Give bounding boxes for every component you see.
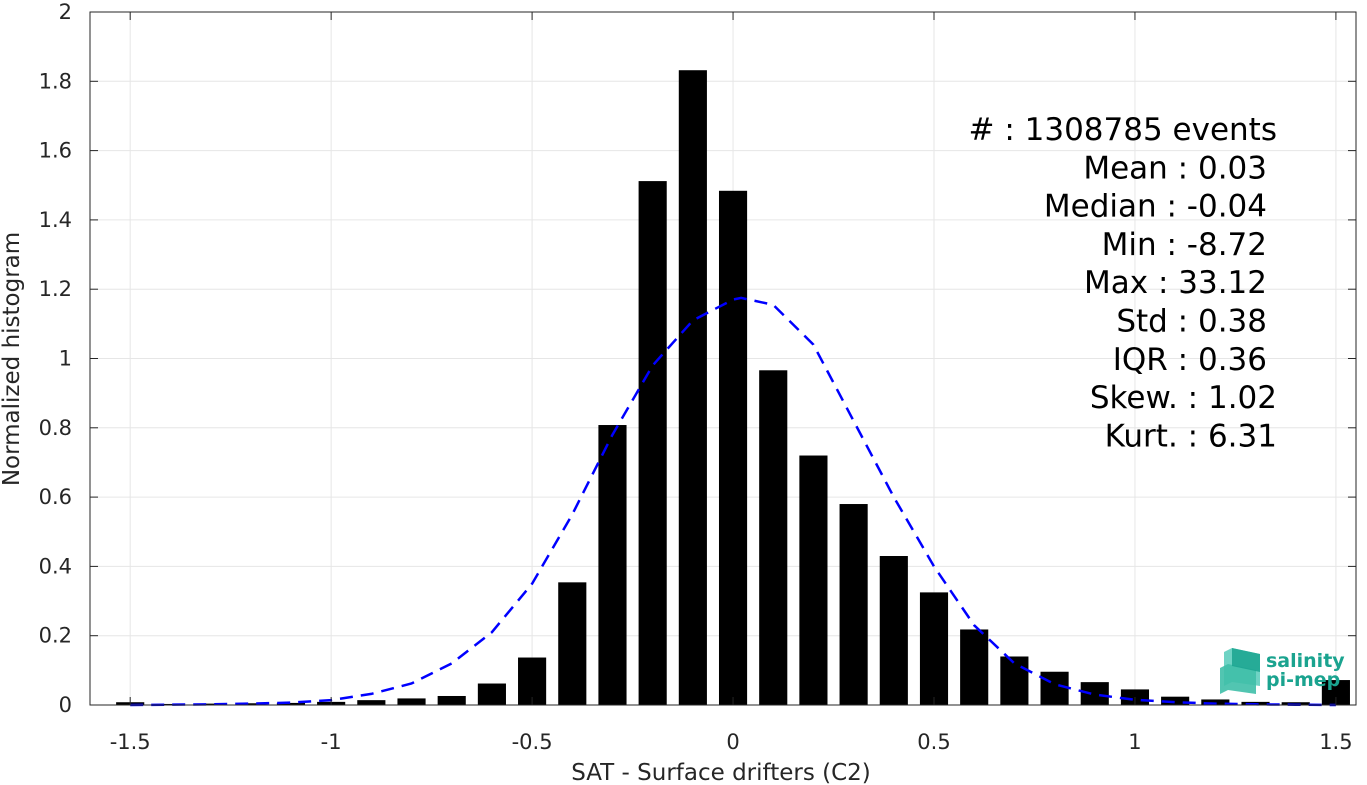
y-axis-label: Normalized histogram <box>0 232 25 486</box>
x-tick-label: -0.5 <box>512 730 553 754</box>
x-tick-label: 1.5 <box>1319 730 1352 754</box>
y-tick-label: 0.4 <box>39 554 72 578</box>
stat-annotation: Min : -8.72 <box>1102 227 1267 263</box>
y-tick-label: 0.2 <box>39 624 72 648</box>
salinity-pi-mep-logo: salinity pi-mep <box>1220 648 1345 694</box>
x-tick-label: 0 <box>726 730 739 754</box>
x-axis-label: SAT - Surface drifters (C2) <box>571 760 871 785</box>
x-tick-label: -1.5 <box>110 730 151 754</box>
stat-annotation: IQR : 0.36 <box>1113 342 1267 378</box>
histogram-bar <box>799 455 828 705</box>
y-tick-label: 0.8 <box>39 416 72 440</box>
histogram-bar <box>718 190 748 705</box>
histogram-bar <box>1000 656 1029 705</box>
y-tick-label: 0 <box>59 693 72 717</box>
y-tick-label: 1.8 <box>39 69 72 93</box>
histogram-bar <box>678 70 707 706</box>
logo-text-line1: salinity <box>1266 650 1345 672</box>
histogram-bar <box>156 703 185 705</box>
histogram-bar <box>919 592 949 705</box>
histogram-bar <box>598 425 627 705</box>
x-axis-ticks: -1.5 -1 -0.5 0 0.5 1 1.5 <box>110 12 1353 754</box>
y-tick-label: 0.6 <box>39 485 72 509</box>
histogram-bar <box>1040 671 1069 705</box>
histogram-bar <box>879 556 908 705</box>
stat-annotation: Mean : 0.03 <box>1083 150 1267 186</box>
stat-annotation: Skew. : 1.02 <box>1090 380 1277 416</box>
histogram-bar <box>759 370 788 705</box>
x-tick-label: -1 <box>321 730 342 754</box>
histogram-bar <box>276 702 306 705</box>
histogram-bar <box>196 703 225 705</box>
histogram-bar <box>236 703 265 705</box>
histogram-bar <box>839 504 868 705</box>
histogram-bar <box>638 181 667 706</box>
histogram-bar <box>397 698 426 705</box>
histogram-bar <box>477 683 506 705</box>
histogram-bar <box>1161 696 1190 705</box>
y-axis-ticks: 0 0.2 0.4 0.6 0.8 1 1.2 1.4 1.6 1.8 2 <box>39 0 1356 717</box>
y-tick-label: 1.2 <box>39 277 72 301</box>
histogram-bar <box>558 582 587 705</box>
y-tick-label: 2 <box>59 0 72 24</box>
y-tick-label: 1 <box>59 347 72 371</box>
histogram-bar <box>960 629 989 705</box>
normal-fit-curve <box>130 296 1336 707</box>
y-tick-label: 1.4 <box>39 208 72 232</box>
histogram-bar <box>437 695 466 705</box>
logo-text-line2: pi-mep <box>1266 669 1340 691</box>
x-tick-label: 1 <box>1128 730 1141 754</box>
stat-annotation: Std : 0.38 <box>1116 304 1267 340</box>
logo-mark-icon <box>1220 648 1260 694</box>
histogram-bar <box>357 700 386 705</box>
y-tick-label: 1.6 <box>39 139 72 163</box>
x-tick-label: 0.5 <box>917 730 950 754</box>
histogram-bar <box>1080 682 1109 705</box>
stat-annotation: Max : 33.12 <box>1084 265 1267 301</box>
stat-annotation: Kurt. : 6.31 <box>1105 418 1277 454</box>
stat-annotation: # : 1308785 events <box>969 112 1278 148</box>
histogram-bar <box>1201 699 1230 705</box>
stat-annotation: Median : -0.04 <box>1044 189 1267 225</box>
